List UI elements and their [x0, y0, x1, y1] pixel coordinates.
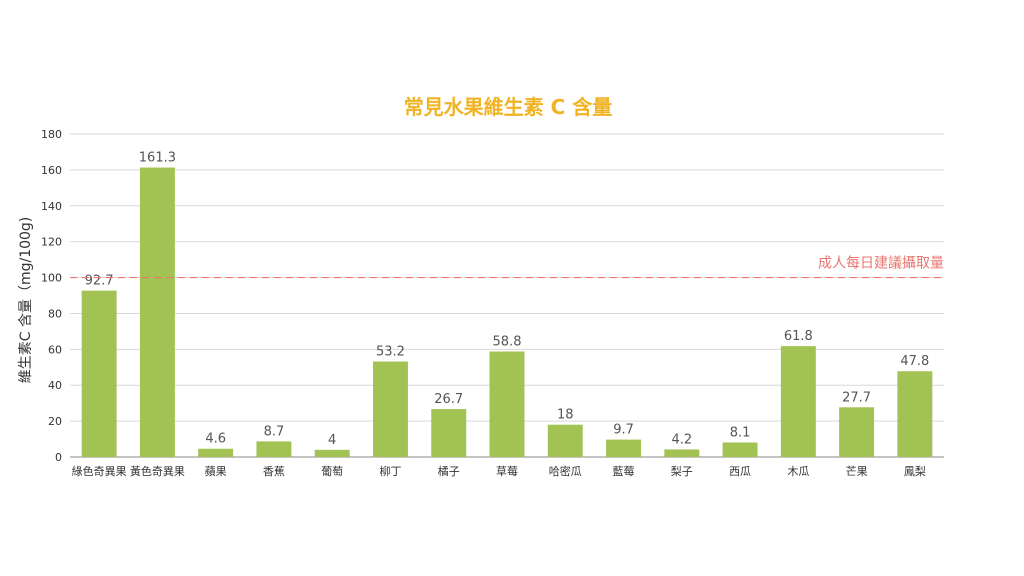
y-tick-label: 80	[48, 307, 62, 320]
bar	[431, 409, 467, 457]
bars	[81, 167, 933, 458]
y-tick-label: 140	[41, 200, 62, 213]
x-category-label: 鳳梨	[904, 464, 926, 478]
data-label: 8.7	[264, 424, 285, 439]
y-tick-label: 0	[55, 451, 62, 464]
x-category-label: 草莓	[496, 465, 518, 478]
data-label: 9.7	[613, 423, 634, 438]
reference-line-label: 成人每日建議攝取量	[818, 255, 944, 272]
bar	[81, 290, 117, 457]
bar	[372, 361, 408, 457]
data-label: 8.1	[730, 425, 751, 440]
data-label: 92.7	[85, 274, 114, 289]
x-category-label: 梨子	[671, 464, 693, 478]
data-label: 161.3	[139, 151, 176, 166]
chart-title: 常見水果維生素 C 含量	[404, 95, 613, 119]
y-tick-label: 60	[48, 343, 62, 356]
x-category-label: 葡萄	[321, 465, 343, 478]
bar	[489, 351, 525, 457]
data-label: 27.7	[842, 390, 871, 405]
bar	[256, 441, 292, 457]
data-labels: 92.7 161.3 4.6 8.7 4 53.2 26.7 58.8 18 9.7 4.2 8.1 6…	[85, 151, 930, 448]
x-category-label: 黃色奇異果	[130, 464, 185, 478]
y-tick-label: 40	[48, 379, 62, 392]
bar	[314, 449, 350, 457]
y-tick-label: 160	[41, 164, 62, 177]
x-axis-categories: 綠色奇異果 黃色奇異果 蘋果 香蕉 葡萄 柳丁 橘子 草莓 哈密瓜 藍莓 梨子 西瓜 木瓜 芒果 鳳梨	[72, 464, 926, 478]
bar	[547, 424, 583, 457]
y-tick-label: 180	[41, 128, 62, 141]
data-label: 47.8	[900, 354, 929, 369]
x-category-label: 木瓜	[787, 465, 809, 478]
bar	[897, 371, 933, 457]
y-axis-label: 維生素C 含量（mg/100g)	[18, 217, 34, 384]
bar	[839, 407, 875, 457]
data-label: 4.6	[205, 432, 226, 447]
x-category-label: 芒果	[846, 465, 868, 478]
x-category-label: 香蕉	[263, 465, 285, 478]
x-category-label: 藍莓	[613, 465, 635, 478]
reference-line-group: 成人每日建議攝取量	[70, 255, 944, 279]
y-tick-label: 20	[48, 415, 62, 428]
data-label: 4.2	[671, 432, 692, 447]
bar	[664, 449, 700, 457]
data-label: 61.8	[784, 329, 813, 344]
bar	[198, 448, 234, 457]
y-tick-label: 100	[41, 272, 62, 285]
bar	[722, 442, 758, 457]
x-category-label: 蘋果	[205, 465, 227, 478]
x-category-label: 哈密瓜	[549, 464, 582, 478]
x-category-label: 橘子	[438, 465, 460, 478]
data-label: 58.8	[493, 334, 522, 349]
y-tick-label: 120	[41, 236, 62, 249]
data-label: 53.2	[376, 345, 405, 360]
bar	[780, 346, 816, 457]
data-label: 18	[557, 408, 574, 423]
data-label: 4	[328, 433, 336, 448]
x-category-label: 綠色奇異果	[72, 464, 127, 478]
x-category-label: 西瓜	[729, 465, 751, 478]
y-axis-ticks: 0 20 40 60 80 100 120 140 160 180	[41, 128, 62, 464]
x-category-label: 柳丁	[379, 464, 401, 478]
bar	[606, 439, 642, 457]
data-label: 26.7	[434, 392, 463, 407]
bar	[139, 167, 175, 458]
